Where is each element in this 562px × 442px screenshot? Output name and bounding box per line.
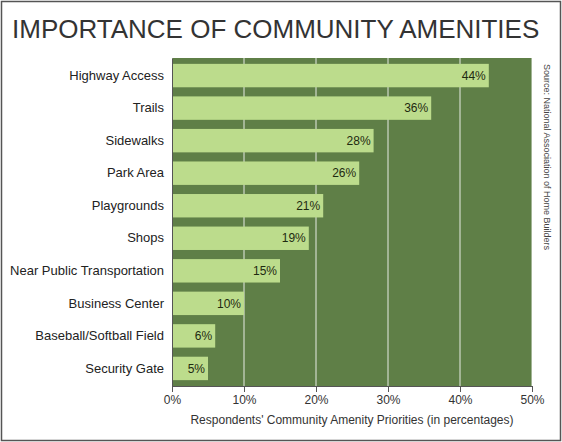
data-label: 10% xyxy=(217,297,241,311)
tick-label: 50% xyxy=(520,393,544,407)
plot-background xyxy=(172,58,532,386)
category-label: Security Gate xyxy=(85,361,164,376)
y-tick: Park Area xyxy=(107,165,172,180)
category-label: Business Center xyxy=(69,296,165,311)
y-tick: Near Public Transportation xyxy=(10,263,172,278)
category-label: Trails xyxy=(133,100,165,115)
x-tick: 20% xyxy=(304,386,328,407)
bar xyxy=(172,161,359,184)
tick-mark xyxy=(460,386,461,392)
category-label: Shops xyxy=(127,230,164,245)
category-label: Highway Access xyxy=(69,68,164,83)
y-tick: Sidewalks xyxy=(105,133,172,148)
x-axis: 0% 10% 20% 30% 40% 50% xyxy=(164,386,545,407)
bar xyxy=(172,129,374,152)
bar xyxy=(172,292,244,315)
title: IMPORTANCE OF COMMUNITY AMENITIES xyxy=(12,14,539,44)
x-tick: 10% xyxy=(232,386,256,407)
tick-mark xyxy=(532,386,533,392)
data-label: 26% xyxy=(332,166,356,180)
plot: 44% 36% 28% 26% 21% 19% 15% 10% 6% 5% 0% 10% 20% 30% 4… xyxy=(10,58,545,407)
bar xyxy=(172,96,431,119)
category-label: Near Public Transportation xyxy=(10,263,164,278)
bar xyxy=(172,227,309,250)
tick-mark xyxy=(244,386,245,392)
y-tick: Baseball/Softball Field xyxy=(35,328,172,343)
y-tick: Highway Access xyxy=(69,68,172,83)
category-label: Playgrounds xyxy=(92,198,165,213)
data-label: 5% xyxy=(188,362,206,376)
x-tick: 30% xyxy=(376,386,400,407)
data-label: 44% xyxy=(462,69,486,83)
tick-mark xyxy=(388,386,389,392)
category-label: Sidewalks xyxy=(105,133,164,148)
grid xyxy=(172,58,532,386)
bar xyxy=(172,64,489,87)
y-axis: Highway Access Trails Sidewalks Park Area Pl… xyxy=(10,59,172,387)
x-axis-title: Respondents' Community Amenity Prioritie… xyxy=(190,413,513,427)
y-tick: Trails xyxy=(133,100,172,115)
bar xyxy=(172,194,323,217)
chart: IMPORTANCE OF COMMUNITY AMENITIES 44% 36% 2… xyxy=(0,0,562,442)
axis-line xyxy=(172,59,173,387)
source-note: Source: National Association of Home Bui… xyxy=(542,64,552,251)
bar xyxy=(172,357,208,380)
tick-label: 20% xyxy=(304,393,328,407)
grid-line xyxy=(172,58,173,386)
x-tick: 0% xyxy=(164,386,182,407)
grid-line xyxy=(460,58,461,386)
tick-mark xyxy=(316,386,317,392)
tick-mark xyxy=(172,386,173,392)
data-labels: 44% 36% 28% 26% 21% 19% 15% 10% 6% 5% xyxy=(188,69,486,376)
data-label: 21% xyxy=(296,199,320,213)
tick-label: 30% xyxy=(376,393,400,407)
category-label: Baseball/Softball Field xyxy=(35,328,164,343)
category-label: Park Area xyxy=(107,165,165,180)
frame xyxy=(2,2,561,441)
y-tick: Business Center xyxy=(69,296,172,311)
data-label: 28% xyxy=(347,134,371,148)
tick-label: 10% xyxy=(232,393,256,407)
bar xyxy=(172,324,215,347)
y-tick: Security Gate xyxy=(85,361,172,376)
tick-label: 40% xyxy=(448,393,472,407)
data-label: 36% xyxy=(404,101,428,115)
axis-line xyxy=(173,386,533,387)
bars xyxy=(172,64,489,380)
data-label: 19% xyxy=(282,231,306,245)
data-label: 6% xyxy=(195,329,213,343)
tick-label: 0% xyxy=(164,393,182,407)
y-tick: Playgrounds xyxy=(92,198,172,213)
x-tick: 40% xyxy=(448,386,472,407)
grid-line xyxy=(532,58,533,386)
x-tick: 50% xyxy=(520,386,544,407)
data-label: 15% xyxy=(253,264,277,278)
bar xyxy=(172,259,280,282)
y-tick: Shops xyxy=(127,230,172,245)
